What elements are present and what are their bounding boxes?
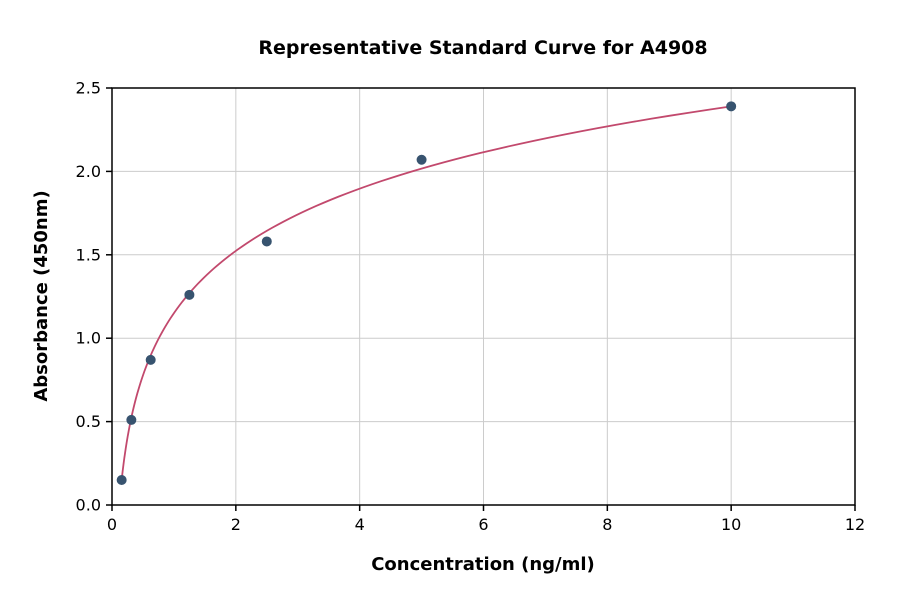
y-tick-label: 2.0 — [76, 162, 101, 181]
data-point — [126, 414, 137, 425]
x-axis-label: Concentration (ng/ml) — [371, 554, 595, 575]
x-tick-label: 10 — [721, 515, 741, 534]
y-axis-label: Absorbance (450nm) — [31, 190, 52, 401]
y-tick-label: 0.0 — [76, 496, 101, 515]
data-point — [116, 474, 127, 485]
chart-title: Representative Standard Curve for A4908 — [258, 37, 707, 59]
data-point — [416, 154, 427, 165]
data-point — [261, 236, 272, 247]
plot-area: 0 2 4 6 8 10 12 0.0 0.5 1.0 1.5 2.0 2.5 — [76, 79, 866, 535]
fitted-curve — [120, 105, 732, 481]
data-point — [145, 354, 156, 365]
x-tick-label: 2 — [231, 515, 241, 534]
x-tick-label: 12 — [845, 515, 865, 534]
y-tick-label: 1.0 — [76, 329, 101, 348]
x-tick-label: 8 — [602, 515, 612, 534]
data-point — [184, 289, 195, 300]
y-tick-label: 2.5 — [76, 79, 101, 98]
x-tick-label: 0 — [107, 515, 117, 534]
data-point — [726, 101, 737, 112]
x-tick-label: 4 — [355, 515, 365, 534]
x-tick-label: 6 — [478, 515, 488, 534]
y-tick-label: 0.5 — [76, 412, 101, 431]
y-tick-label: 1.5 — [76, 245, 101, 264]
